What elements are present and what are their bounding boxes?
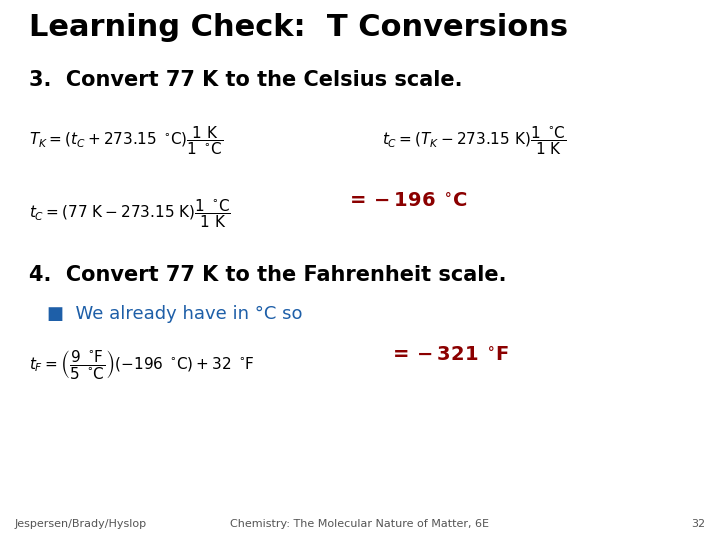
Text: $T_K = (t_C + 273.15\ ^\circ\!\mathrm{C})\dfrac{1\ \mathrm{K}}{1\ ^\circ\!\mathr: $T_K = (t_C + 273.15\ ^\circ\!\mathrm{C}… (29, 124, 223, 157)
Text: $t_C = (77\ \mathrm{K} - 273.15\ \mathrm{K})\dfrac{1\ ^\circ\!\mathrm{C}}{1\ \ma: $t_C = (77\ \mathrm{K} - 273.15\ \mathrm… (29, 197, 230, 230)
Text: $\mathbf{= -321\ ^\circ\!F}$: $\mathbf{= -321\ ^\circ\!F}$ (389, 346, 509, 365)
Text: 3.  Convert 77 K to the Celsius scale.: 3. Convert 77 K to the Celsius scale. (29, 70, 462, 90)
Text: Learning Check:  T Conversions: Learning Check: T Conversions (29, 14, 568, 43)
Text: $t_F = \left(\dfrac{9\ ^\circ\!\mathrm{F}}{5\ ^\circ\!\mathrm{C}}\right)(-196\ ^: $t_F = \left(\dfrac{9\ ^\circ\!\mathrm{F… (29, 348, 255, 381)
Text: ■  We already have in °C so: ■ We already have in °C so (47, 305, 302, 323)
Text: $t_C = (T_K - 273.15\ \mathrm{K})\dfrac{1\ ^\circ\!\mathrm{C}}{1\ \mathrm{K}}$: $t_C = (T_K - 273.15\ \mathrm{K})\dfrac{… (382, 124, 566, 157)
Text: Jespersen/Brady/Hyslop: Jespersen/Brady/Hyslop (14, 519, 147, 529)
Text: Chemistry: The Molecular Nature of Matter, 6E: Chemistry: The Molecular Nature of Matte… (230, 519, 490, 529)
Text: 32: 32 (691, 519, 706, 529)
Text: 4.  Convert 77 K to the Fahrenheit scale.: 4. Convert 77 K to the Fahrenheit scale. (29, 265, 506, 285)
Text: $\mathbf{= -196\ ^\circ\!C}$: $\mathbf{= -196\ ^\circ\!C}$ (346, 192, 467, 211)
